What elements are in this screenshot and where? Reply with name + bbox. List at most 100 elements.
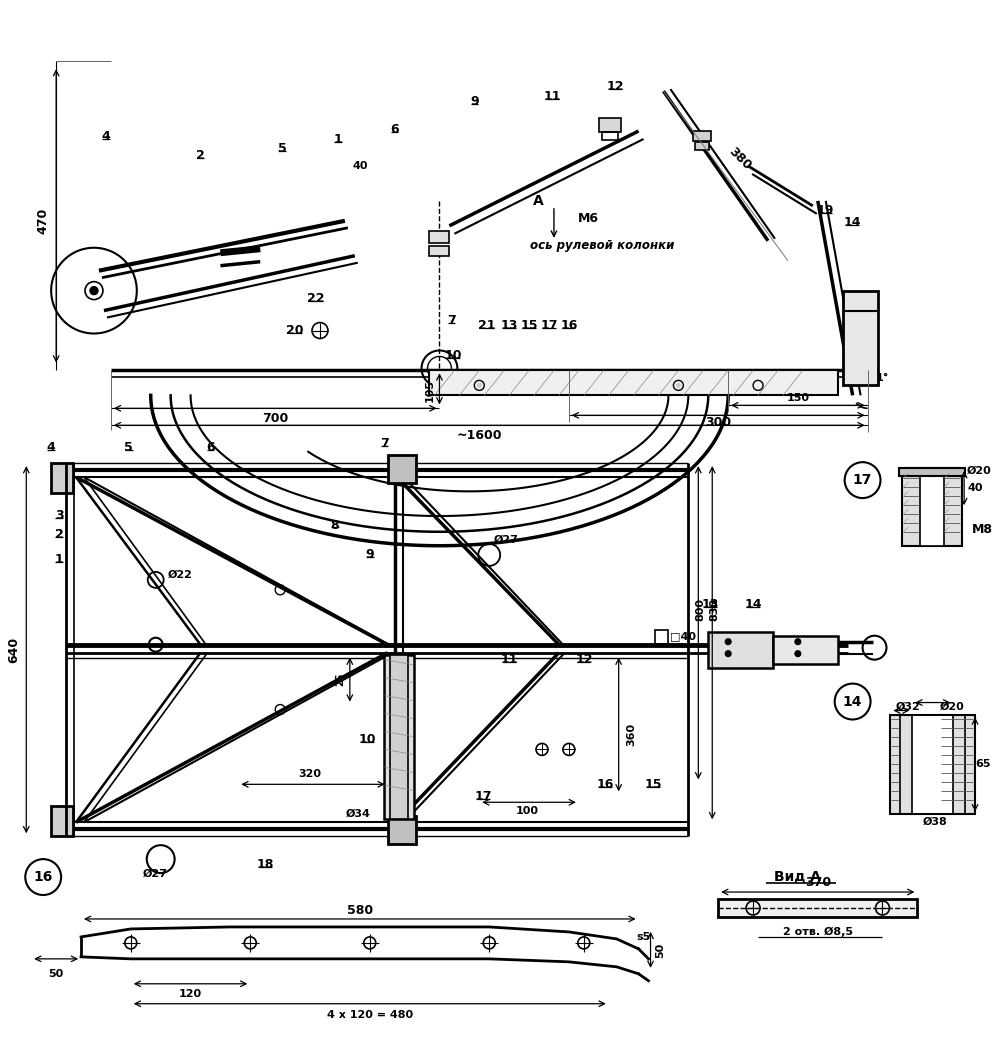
Text: 360: 360 xyxy=(627,723,637,746)
Text: 16: 16 xyxy=(34,870,53,884)
Text: 19: 19 xyxy=(817,204,834,217)
Text: 370: 370 xyxy=(805,876,831,889)
Text: ~1600: ~1600 xyxy=(457,429,502,442)
Text: 9: 9 xyxy=(470,95,479,108)
Text: A: A xyxy=(533,194,544,208)
Bar xyxy=(695,142,709,150)
Circle shape xyxy=(90,287,98,295)
Text: 15: 15 xyxy=(520,319,538,332)
Bar xyxy=(920,468,944,546)
Bar xyxy=(388,816,416,844)
Text: 12: 12 xyxy=(607,80,624,93)
Text: 14: 14 xyxy=(844,216,861,230)
Text: М6: М6 xyxy=(578,212,599,226)
Text: 50: 50 xyxy=(49,969,64,979)
Text: 1: 1 xyxy=(334,133,342,145)
Text: 9: 9 xyxy=(365,548,374,562)
Text: 1: 1 xyxy=(55,553,64,566)
Text: ось рулевой колонки: ось рулевой колонки xyxy=(530,239,674,252)
Text: 17: 17 xyxy=(475,789,492,803)
Text: 100: 100 xyxy=(516,806,539,816)
Text: 6: 6 xyxy=(390,122,399,136)
Circle shape xyxy=(676,384,680,388)
Text: 105: 105 xyxy=(424,378,434,402)
Text: 4: 4 xyxy=(102,130,110,142)
Text: 700: 700 xyxy=(262,412,288,425)
Text: 16: 16 xyxy=(560,319,578,332)
Bar xyxy=(599,118,621,132)
Text: 16: 16 xyxy=(597,778,614,790)
Bar xyxy=(388,455,416,483)
Bar xyxy=(708,631,773,667)
Bar xyxy=(429,246,449,256)
Text: Ø22: Ø22 xyxy=(168,570,193,580)
Text: 8: 8 xyxy=(331,519,339,531)
Text: 65: 65 xyxy=(975,759,991,769)
Bar xyxy=(693,131,711,141)
Text: 40: 40 xyxy=(352,161,368,171)
Bar xyxy=(429,231,449,242)
Circle shape xyxy=(477,384,481,388)
Text: 640: 640 xyxy=(7,637,20,663)
Text: 2 отв. Ø8,5: 2 отв. Ø8,5 xyxy=(783,926,853,937)
Text: 17: 17 xyxy=(853,473,872,487)
Text: 580: 580 xyxy=(347,904,373,917)
Text: Ø32: Ø32 xyxy=(895,702,920,711)
Bar xyxy=(390,655,408,819)
Bar xyxy=(899,468,965,476)
Text: 12: 12 xyxy=(575,653,593,666)
Text: 20: 20 xyxy=(286,324,304,337)
Text: 7: 7 xyxy=(447,314,456,327)
Text: 21: 21 xyxy=(478,319,496,332)
Bar xyxy=(912,715,953,815)
Text: 22: 22 xyxy=(307,292,325,305)
Text: 25: 25 xyxy=(335,672,345,686)
Text: 40: 40 xyxy=(967,483,983,493)
Bar xyxy=(51,463,73,493)
Bar xyxy=(900,715,965,815)
Text: 15: 15 xyxy=(645,778,662,790)
Text: 2: 2 xyxy=(55,528,64,542)
Bar xyxy=(843,291,878,386)
Text: 14: 14 xyxy=(843,695,862,708)
Text: 10: 10 xyxy=(445,349,462,362)
Bar xyxy=(51,806,73,836)
Text: 10: 10 xyxy=(359,733,377,746)
Text: 800: 800 xyxy=(695,599,705,621)
Bar xyxy=(773,636,838,664)
Text: 6: 6 xyxy=(206,441,215,453)
Text: 7: 7 xyxy=(380,436,389,450)
Bar xyxy=(429,370,838,395)
Text: 4: 4 xyxy=(47,441,56,453)
Text: 300: 300 xyxy=(705,415,731,429)
Text: 18: 18 xyxy=(257,858,274,871)
Circle shape xyxy=(725,650,731,657)
Text: Ø20: Ø20 xyxy=(940,702,965,711)
Text: 14: 14 xyxy=(744,599,762,611)
Bar xyxy=(655,629,668,644)
Text: Ø27: Ø27 xyxy=(494,535,519,545)
Text: 4 x 120 = 480: 4 x 120 = 480 xyxy=(327,1010,413,1019)
Text: Вид А: Вид А xyxy=(774,870,821,884)
Text: 470: 470 xyxy=(37,208,50,234)
Text: 11: 11 xyxy=(500,653,518,666)
Circle shape xyxy=(795,639,801,645)
Text: Ø38: Ø38 xyxy=(923,817,948,827)
Text: 13: 13 xyxy=(500,319,518,332)
Text: 150: 150 xyxy=(786,393,809,404)
Text: Ø34: Ø34 xyxy=(345,809,370,819)
Text: 830: 830 xyxy=(709,599,719,621)
Text: 120: 120 xyxy=(179,989,202,999)
Text: 11: 11 xyxy=(543,90,561,102)
Text: 320: 320 xyxy=(299,769,322,779)
Bar xyxy=(890,715,975,815)
Text: 17: 17 xyxy=(540,319,558,332)
Text: 1°: 1° xyxy=(876,373,889,384)
Bar xyxy=(902,468,962,546)
Text: 13: 13 xyxy=(702,599,719,611)
Bar xyxy=(718,899,917,917)
Text: 5: 5 xyxy=(278,142,287,156)
Bar xyxy=(384,655,414,819)
Text: M8: M8 xyxy=(972,524,993,536)
Text: 380: 380 xyxy=(726,145,754,173)
